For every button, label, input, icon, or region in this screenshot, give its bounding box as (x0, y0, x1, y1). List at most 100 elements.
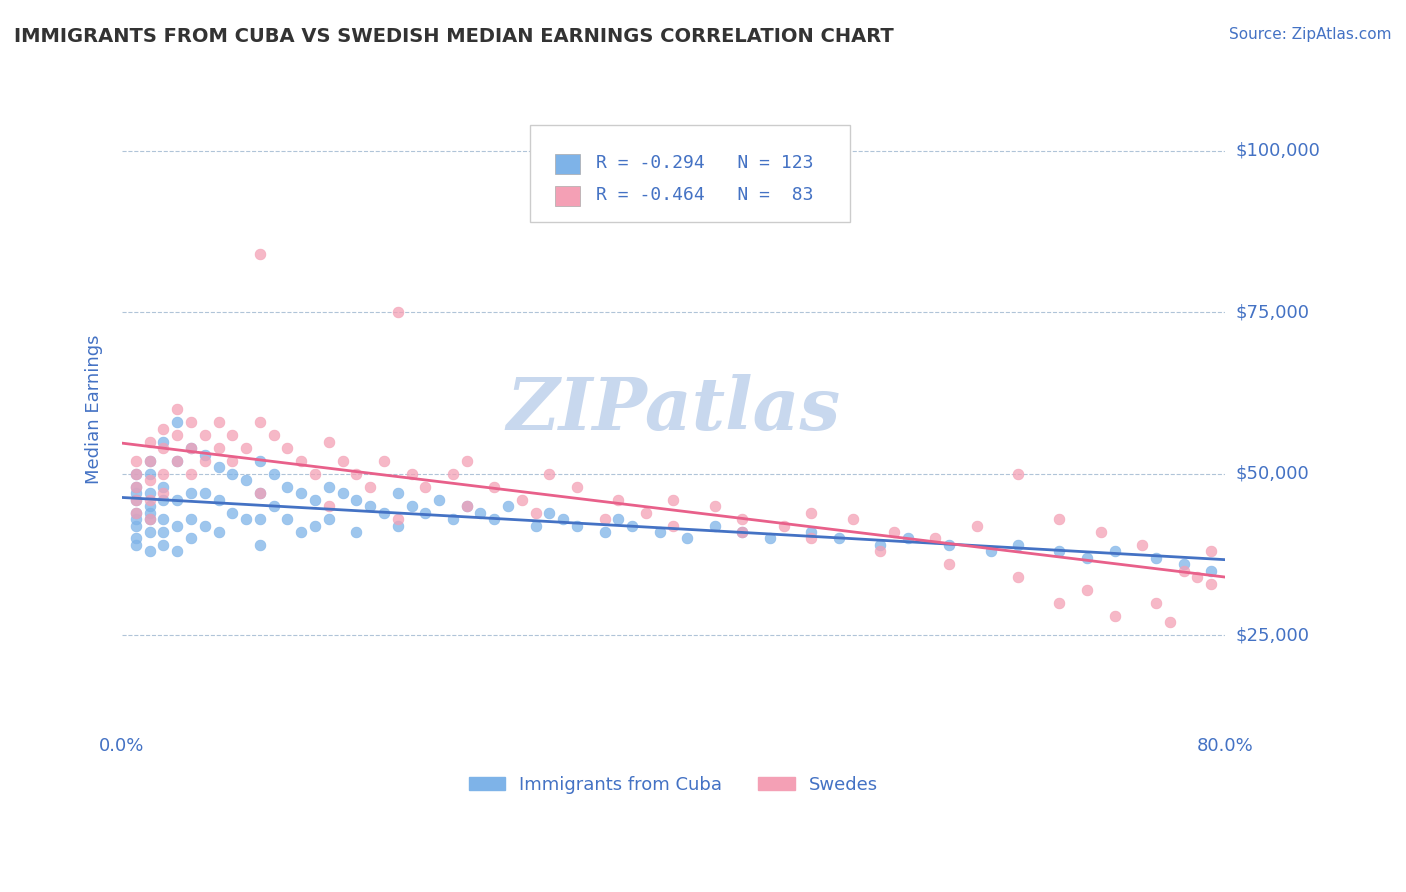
Point (359, 480, 381, 494)
Point (138, 506, 160, 520)
Point (194, 454, 217, 468)
Point (235, 512, 257, 526)
Point (152, 492, 174, 507)
Point (318, 512, 340, 526)
Point (235, 441, 257, 455)
Point (441, 512, 464, 526)
Point (1199, 576, 1222, 591)
Point (125, 506, 148, 520)
Point (125, 532, 148, 546)
Point (1173, 558, 1195, 572)
Point (207, 492, 229, 507)
Point (180, 441, 202, 455)
Point (318, 499, 340, 513)
Point (152, 524, 174, 539)
Point (194, 486, 217, 500)
Legend: Immigrants from Cuba, Swedes: Immigrants from Cuba, Swedes (461, 768, 886, 801)
Point (125, 538, 148, 552)
Point (249, 486, 271, 500)
Point (1130, 538, 1153, 552)
Point (387, 486, 409, 500)
Point (538, 467, 561, 481)
Point (125, 480, 148, 494)
Point (125, 467, 148, 481)
Point (304, 492, 326, 507)
Point (138, 492, 160, 507)
Point (318, 434, 340, 449)
Point (401, 467, 423, 481)
Point (980, 544, 1002, 558)
Point (180, 415, 202, 429)
Point (401, 499, 423, 513)
Point (290, 486, 312, 500)
Point (662, 492, 685, 507)
Point (304, 518, 326, 533)
Point (125, 486, 148, 500)
Point (731, 524, 754, 539)
Point (304, 467, 326, 481)
Point (207, 415, 229, 429)
Point (249, 454, 271, 468)
Point (593, 512, 616, 526)
Point (676, 532, 699, 546)
Point (344, 524, 367, 539)
Point (662, 518, 685, 533)
Point (194, 428, 217, 442)
Point (152, 441, 174, 455)
Point (966, 518, 988, 533)
Point (731, 512, 754, 526)
Point (125, 518, 148, 533)
Point (553, 512, 575, 526)
Point (634, 506, 657, 520)
Point (125, 506, 148, 520)
Point (524, 506, 547, 520)
Point (1007, 538, 1029, 552)
Point (152, 434, 174, 449)
Point (538, 506, 561, 520)
Point (138, 454, 160, 468)
Point (772, 518, 794, 533)
Point (373, 506, 395, 520)
Text: R = -0.464   N =  83: R = -0.464 N = 83 (596, 186, 814, 204)
Point (607, 492, 630, 507)
Point (152, 422, 174, 436)
Point (565, 480, 588, 494)
Text: R = -0.294   N = 123: R = -0.294 N = 123 (596, 154, 814, 172)
Point (180, 486, 202, 500)
Point (180, 532, 202, 546)
Point (1007, 570, 1029, 584)
Text: $75,000: $75,000 (1236, 303, 1310, 321)
Point (1049, 596, 1071, 610)
Point (207, 441, 229, 455)
Point (221, 467, 243, 481)
Point (138, 499, 160, 513)
Point (1199, 544, 1222, 558)
Point (344, 492, 367, 507)
Point (207, 524, 229, 539)
Point (484, 480, 506, 494)
Point (125, 480, 148, 494)
Text: $25,000: $25,000 (1236, 626, 1310, 644)
Point (648, 524, 671, 539)
Point (166, 492, 188, 507)
Point (166, 518, 188, 533)
Point (1144, 596, 1167, 610)
Point (703, 518, 725, 533)
Point (731, 524, 754, 539)
Point (484, 512, 506, 526)
Point (235, 474, 257, 488)
Point (1199, 564, 1222, 578)
Point (249, 247, 271, 261)
Point (276, 480, 298, 494)
Text: $50,000: $50,000 (1236, 465, 1310, 483)
Point (344, 467, 367, 481)
Point (524, 518, 547, 533)
Point (1144, 550, 1167, 565)
Point (138, 474, 160, 488)
Point (897, 532, 920, 546)
Point (125, 492, 148, 507)
Point (470, 506, 492, 520)
FancyBboxPatch shape (555, 154, 579, 174)
Point (565, 518, 588, 533)
Point (263, 499, 285, 513)
